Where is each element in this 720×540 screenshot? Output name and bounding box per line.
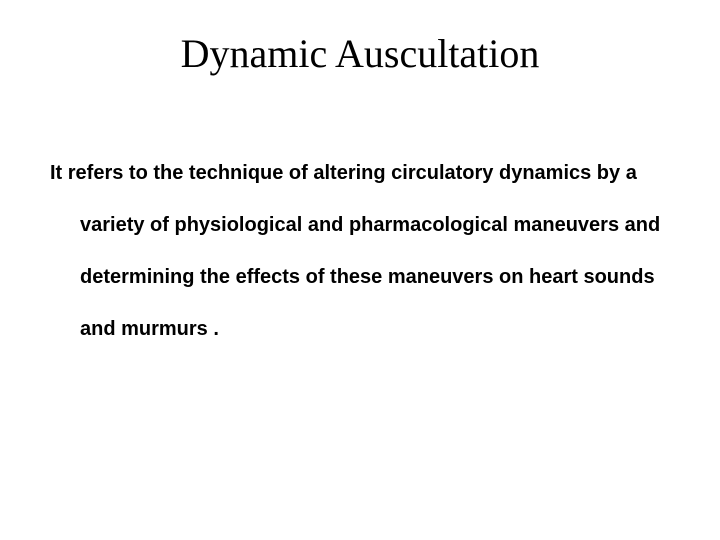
slide-body-text: It refers to the technique of altering c… xyxy=(80,147,670,355)
slide-container: Dynamic Auscultation It refers to the te… xyxy=(0,0,720,540)
slide-title: Dynamic Auscultation xyxy=(50,30,670,77)
